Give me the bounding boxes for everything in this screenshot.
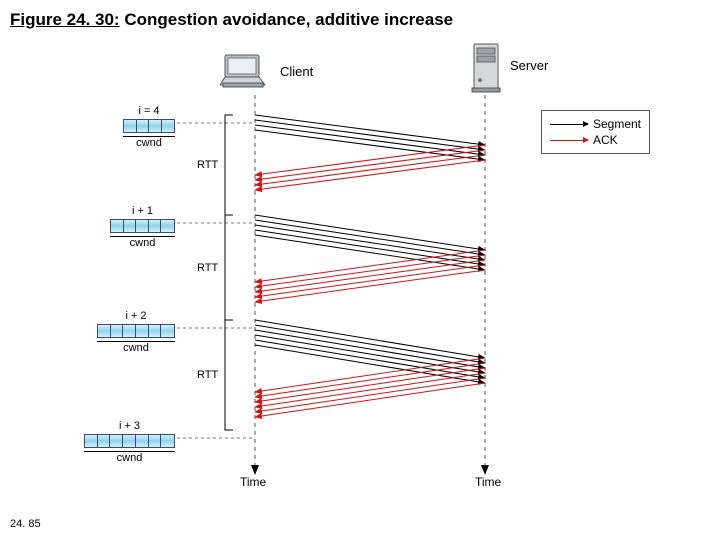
round-i-label: i = 4: [123, 105, 175, 117]
cwnd-cell: [136, 220, 149, 232]
cwnd-cell: [85, 435, 98, 447]
time-label-server: Time: [475, 475, 501, 489]
round-i-label: i + 3: [84, 420, 175, 432]
cwnd-label: cwnd: [123, 136, 175, 149]
cwnd-group: i + 1 cwnd: [110, 205, 175, 251]
cwnd-cell: [123, 325, 136, 337]
rtt-label: RTT: [197, 159, 218, 171]
cwnd-cell: [162, 120, 174, 132]
cwnd-cell: [110, 435, 123, 447]
cwnd-label: cwnd: [97, 341, 175, 354]
cwnd-label: cwnd: [84, 451, 175, 464]
cwnd-cell: [98, 325, 111, 337]
cwnd-cell: [149, 220, 162, 232]
cwnd-label: cwnd: [110, 236, 175, 249]
cwnd-cell: [124, 220, 137, 232]
cwnd-cell: [149, 435, 162, 447]
cwnd-cell: [136, 325, 149, 337]
cwnd-cell: [137, 120, 150, 132]
cwnd-cell: [123, 435, 136, 447]
round-i-label: i + 1: [110, 205, 175, 217]
figure-title: Figure 24. 30: Congestion avoidance, add…: [10, 10, 453, 30]
cwnd-cell: [149, 120, 162, 132]
cwnd-cell: [111, 325, 124, 337]
cwnd-group: i + 2 cwnd: [97, 310, 175, 356]
cwnd-cell: [161, 435, 174, 447]
cwnd-cell: [124, 120, 137, 132]
cwnd-cell: [111, 220, 124, 232]
time-label-client: Time: [240, 475, 266, 489]
cwnd-cell: [136, 435, 149, 447]
cwnd-cell: [149, 325, 162, 337]
page-number: 24. 85: [10, 518, 41, 530]
cwnd-cell: [98, 435, 111, 447]
cwnd-group: i = 4 cwnd: [123, 105, 175, 151]
cwnd-cell: [161, 325, 174, 337]
cwnd-cell: [161, 220, 174, 232]
diagram-canvas: Client Server Segment ACK: [80, 50, 640, 500]
round-i-label: i + 2: [97, 310, 175, 322]
cwnd-group: i + 3 cwnd: [84, 420, 175, 466]
rtt-label: RTT: [197, 369, 218, 381]
rtt-label: RTT: [197, 262, 218, 274]
